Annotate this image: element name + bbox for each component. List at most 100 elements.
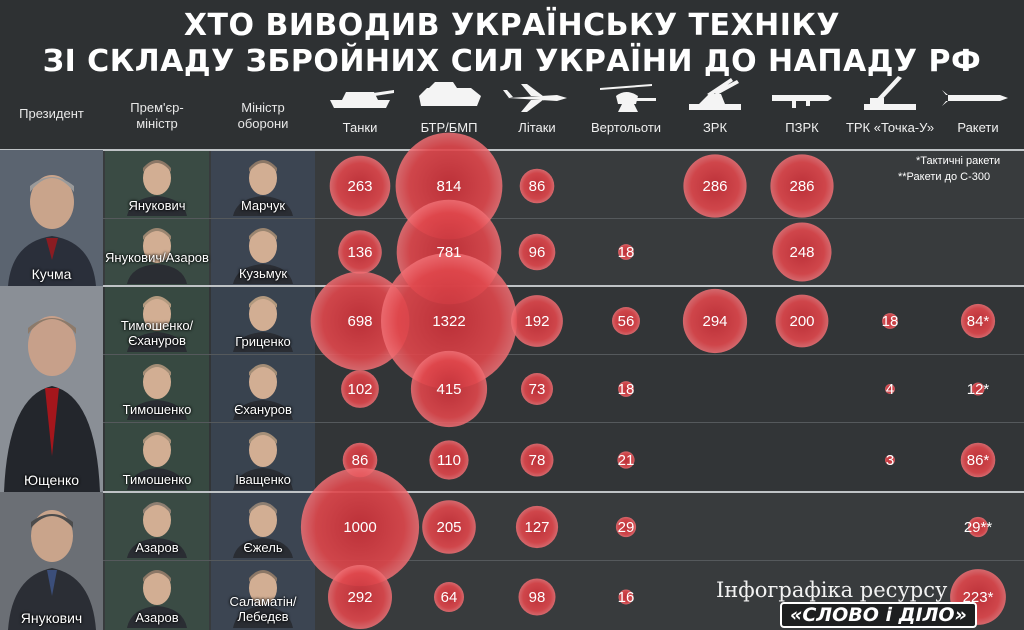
title-line-1: ХТО ВИВОДИВ УКРАЇНСЬКУ ТЕХНІКУ — [183, 8, 841, 43]
portrait-yanukovych — [0, 492, 103, 630]
portrait-yushchenko — [0, 286, 103, 492]
header-minister-line-1: Міністр — [241, 100, 285, 115]
column-header-7: Ракети — [957, 120, 999, 135]
row-divider — [103, 218, 1024, 219]
header-minister-line-2: оборони — [237, 116, 289, 131]
bubble-label: 286 — [702, 178, 727, 195]
minister-portrait — [233, 364, 293, 420]
bubble-label: 263 — [347, 178, 372, 195]
manpads-icon — [772, 95, 832, 108]
portrait-kuchma — [0, 150, 103, 286]
pm-portrait — [127, 160, 187, 216]
bubble — [328, 565, 392, 629]
column-header-6: ТРК «Точка-У» — [845, 120, 935, 135]
bubble-label: 18 — [618, 244, 635, 261]
bubble-label: 102 — [347, 381, 372, 398]
bubble-label: 29** — [964, 519, 993, 536]
note-s300: **Ракети до С-300 — [898, 171, 991, 183]
bubble-label: 205 — [436, 519, 461, 536]
bubble-label: 294 — [702, 313, 727, 330]
missile-icon — [942, 90, 1008, 106]
bubble-label: 814 — [436, 178, 461, 195]
bubble-label: 110 — [437, 452, 461, 469]
column-header-3: Вертольоти — [590, 120, 662, 135]
pm-portrait — [127, 296, 187, 352]
minister-portrait — [233, 432, 293, 490]
pm-portrait — [127, 364, 187, 420]
minister-portrait — [233, 502, 293, 558]
bubble-label: 96 — [529, 244, 546, 261]
row-divider — [103, 354, 1024, 355]
bubble-label: 223* — [963, 589, 994, 606]
bubble-label: 29 — [618, 519, 635, 536]
bubble-label: 21 — [618, 452, 635, 469]
bubble-label: 127 — [524, 519, 549, 536]
bubble — [434, 582, 464, 612]
credit-text: Інфографіка ресурсу — [716, 578, 948, 602]
bubble — [612, 307, 640, 335]
bubble — [410, 350, 488, 428]
bubble — [772, 222, 832, 282]
bubble-label: 73 — [529, 381, 546, 398]
bubble-label: 292 — [347, 589, 372, 606]
bubble-label: 56 — [618, 313, 635, 330]
bubble — [960, 442, 996, 478]
bubble — [521, 373, 553, 405]
bubble — [518, 578, 556, 616]
bubble — [885, 384, 895, 394]
column-header-2: Літаки — [518, 120, 556, 135]
tank-icon — [330, 90, 394, 108]
column-header-4: ЗРК — [702, 120, 728, 135]
bubble — [429, 440, 469, 480]
bubble-label: 136 — [347, 244, 372, 261]
pm-name: Янукович/Азаров — [105, 250, 209, 265]
bubble-label: 192 — [524, 313, 549, 330]
pm-name: Тимошенко/Єхануров — [120, 318, 194, 348]
pm-portrait — [127, 228, 187, 284]
minister-name: Марчук — [240, 198, 286, 213]
pm-name: Азаров — [135, 540, 179, 555]
bubble — [617, 451, 635, 469]
column-header-0: Танки — [342, 120, 378, 135]
header-minister: Міністр оборони — [211, 100, 315, 132]
bubble-label: 78 — [529, 452, 546, 469]
bubble-label: 4 — [886, 381, 894, 398]
separator-top — [0, 149, 1024, 151]
minister-name: Саламатін/Лебедєв — [229, 594, 297, 624]
bubble — [329, 155, 391, 217]
bubble-label: 86 — [529, 178, 546, 195]
apc-icon — [419, 82, 481, 106]
equipment-icons — [330, 76, 1008, 112]
bubble-label: 64 — [441, 589, 458, 606]
pm-portrait — [127, 502, 187, 558]
bubble — [518, 233, 556, 271]
row-divider — [103, 560, 1024, 561]
bubble — [882, 313, 898, 329]
separator-kuchma-yushchenko — [0, 285, 1024, 287]
bubble-label: 1322 — [432, 313, 465, 330]
pm-portrait — [127, 432, 187, 490]
bubble — [770, 154, 834, 218]
header-pm: Прем'єр- міністр — [105, 100, 209, 132]
bubble — [618, 381, 634, 397]
bubble — [615, 516, 637, 538]
header-president: Президент — [19, 106, 84, 121]
bubble — [683, 154, 747, 218]
bubble — [300, 467, 420, 587]
minister-portrait — [233, 570, 293, 628]
bubble-label: 1000 — [343, 519, 376, 536]
minister-name: Кузьмук — [238, 266, 288, 281]
bubble — [618, 589, 634, 605]
minister-portrait — [233, 296, 293, 352]
brand-logo: «СЛОВО і ДІЛО» — [780, 602, 977, 628]
bubble — [341, 370, 379, 408]
bubble — [310, 271, 410, 371]
bubble-label: 200 — [789, 313, 814, 330]
note-tactical: *Тактичні ракети — [916, 155, 1001, 167]
bubble-label: 415 — [436, 381, 461, 398]
minister-name: Гриценко — [235, 334, 291, 349]
bubble — [519, 168, 555, 204]
bubble — [618, 244, 634, 260]
